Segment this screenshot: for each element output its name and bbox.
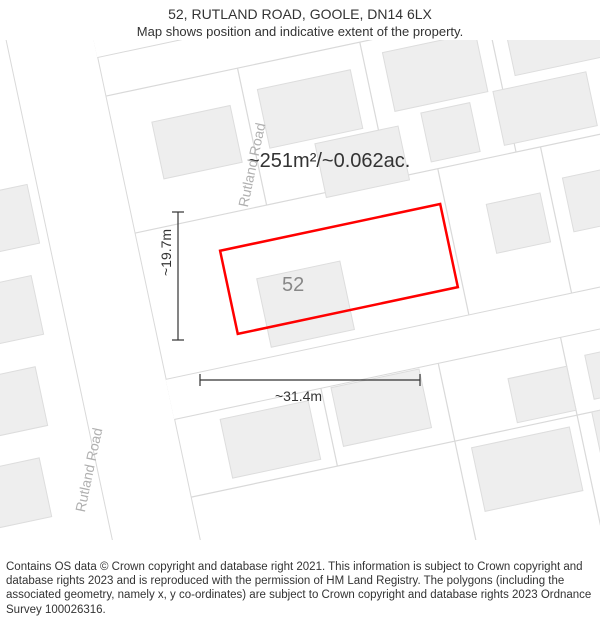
header: 52, RUTLAND ROAD, GOOLE, DN14 6LX Map sh… — [0, 0, 600, 40]
height-dimension-label: ~19.7m — [158, 229, 174, 276]
map-area: ~251m²/~0.062ac. 52 ~19.7m ~31.4m Rutlan… — [0, 40, 600, 540]
map-subtitle: Map shows position and indicative extent… — [0, 24, 600, 40]
copyright-footer: Contains OS data © Crown copyright and d… — [0, 556, 600, 625]
address-title: 52, RUTLAND ROAD, GOOLE, DN14 6LX — [0, 6, 600, 24]
house-number-label: 52 — [282, 274, 304, 297]
width-dimension-label: ~31.4m — [275, 388, 322, 404]
area-label: ~251m²/~0.062ac. — [248, 150, 410, 173]
